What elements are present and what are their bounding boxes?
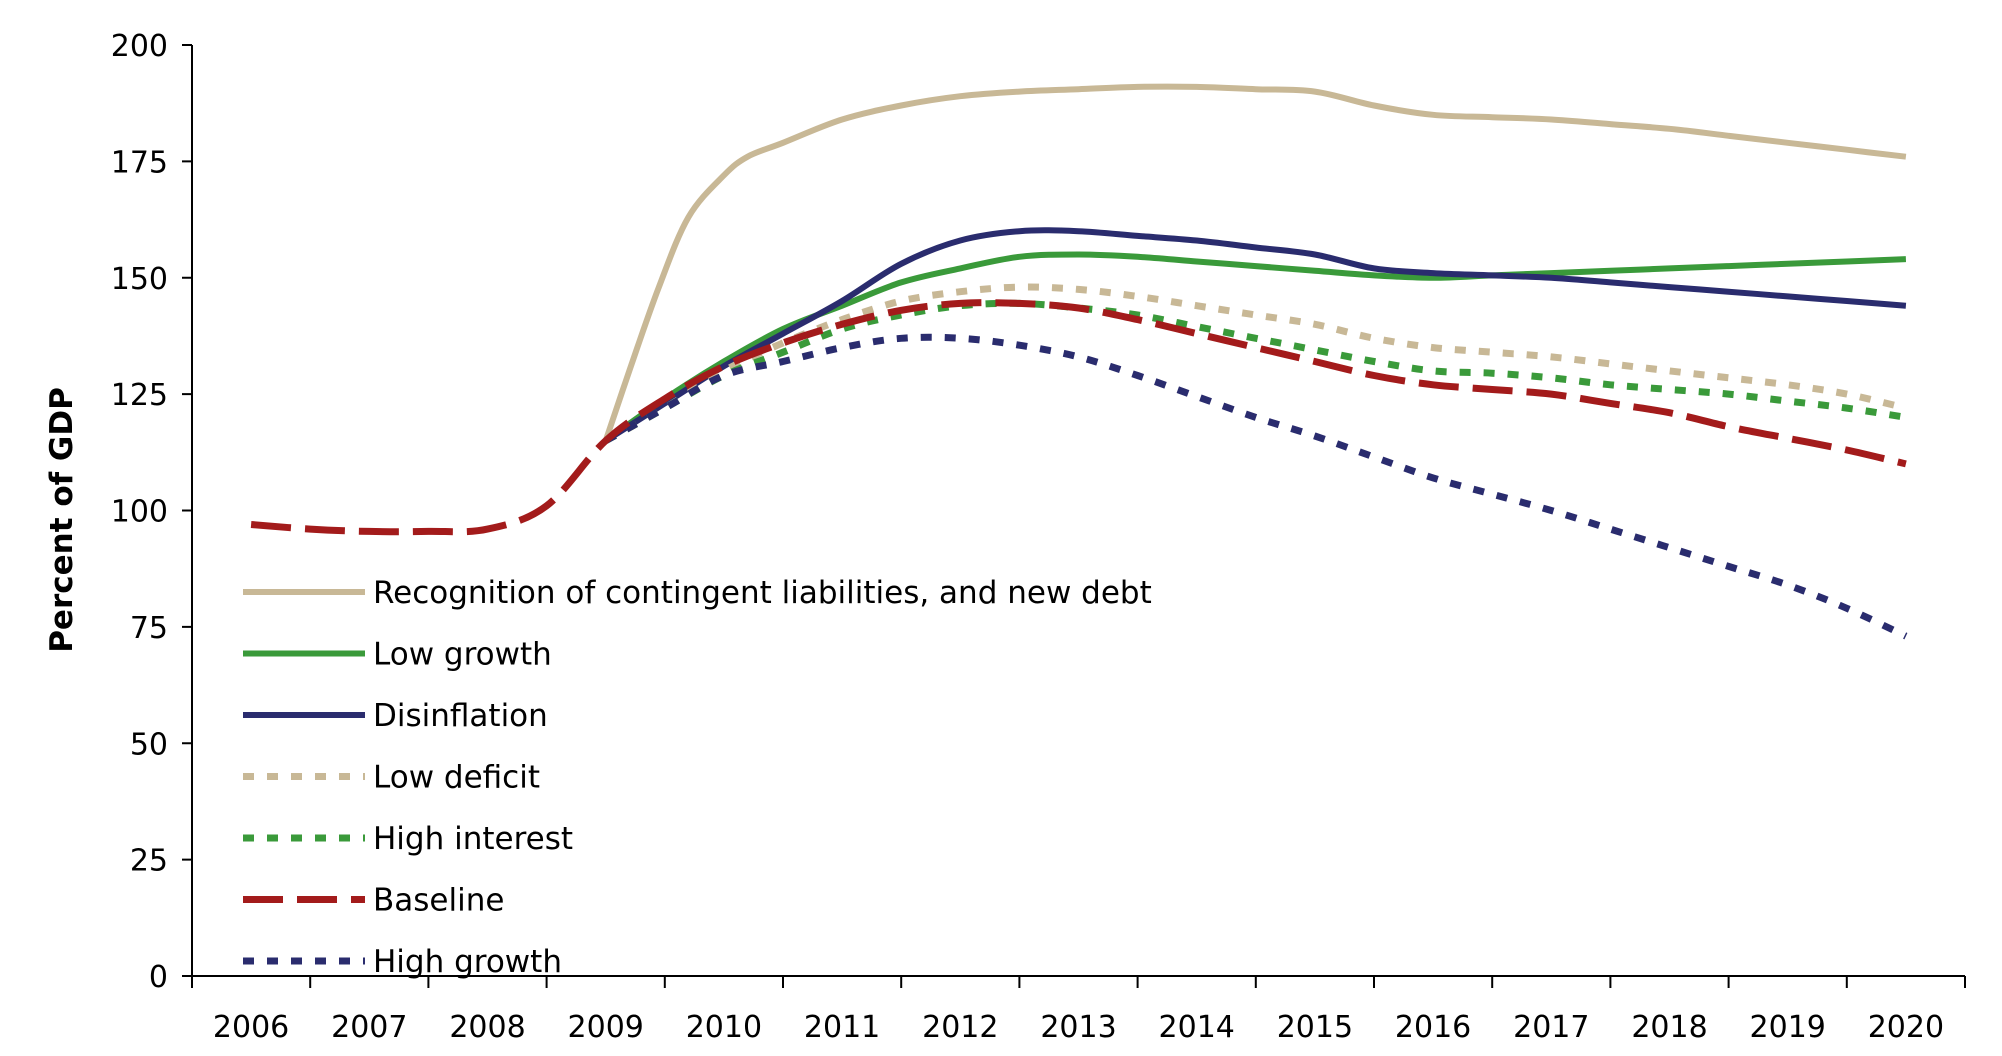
y-tick-label: 125 [111, 378, 168, 413]
series-line-disinflation [604, 227, 1907, 444]
series-line-high-interest [604, 299, 1907, 444]
series-line-high-growth [604, 333, 1908, 640]
x-tick-label: 2008 [449, 1010, 525, 1045]
x-tick-label: 2012 [922, 1010, 998, 1045]
y-tick-label: 175 [111, 145, 168, 180]
y-tick-label: 50 [130, 727, 168, 762]
x-tick-label: 2017 [1513, 1010, 1589, 1045]
y-axis-label: Percent of GDP [44, 387, 80, 653]
legend-label: High growth [373, 944, 562, 980]
x-tick-label: 2014 [1159, 1010, 1235, 1045]
x-tick-label: 2013 [1040, 1010, 1116, 1045]
series-line-baseline [250, 299, 1907, 536]
x-tick-label: 2010 [686, 1010, 762, 1045]
legend-label: Baseline [373, 883, 504, 919]
x-tick-label: 2011 [804, 1010, 880, 1045]
legend-label: High interest [373, 821, 573, 857]
y-tick-label: 100 [111, 495, 168, 530]
x-tick-label: 2009 [568, 1010, 644, 1045]
legend-label: Low deficit [373, 760, 540, 796]
x-tick-label: 2018 [1631, 1010, 1707, 1045]
y-tick-label: 75 [130, 611, 168, 646]
legend-label: Disinflation [373, 698, 548, 734]
legend-label: Low growth [373, 637, 552, 673]
y-tick-label: 0 [149, 960, 168, 995]
y-tick-label: 25 [130, 844, 168, 879]
y-tick-label: 150 [111, 262, 168, 297]
y-tick-label: 200 [111, 29, 168, 64]
x-tick-label: 2015 [1277, 1010, 1353, 1045]
x-tick-label: 2016 [1395, 1010, 1471, 1045]
x-tick-label: 2019 [1750, 1010, 1826, 1045]
x-tick-label: 2006 [213, 1010, 289, 1045]
legend-label: Recognition of contingent liabilities, a… [373, 575, 1152, 611]
x-tick-label: 2007 [331, 1010, 407, 1045]
series-lines [250, 83, 1908, 640]
series-line-recognition-of-contingent-liabilities-an [602, 83, 1907, 442]
axes: 0 25 50 75 100 125 150 175 200 2006 2007 2008 2009 20… [111, 29, 1966, 1045]
series-line-low-deficit [604, 283, 1907, 444]
legend: Recognition of contingent liabilities, a… [243, 575, 1152, 980]
x-tick-label: 2020 [1868, 1010, 1944, 1045]
